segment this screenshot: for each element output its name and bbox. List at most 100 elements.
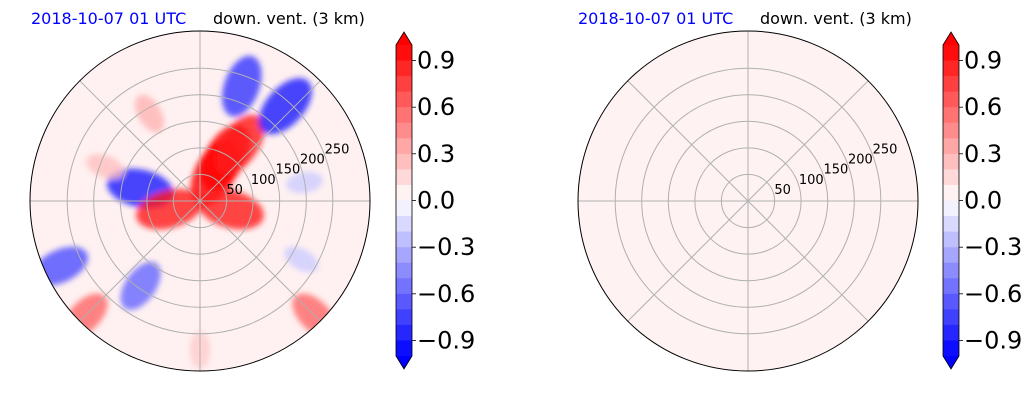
colorbar-band [396,45,412,61]
colorbar-band [943,340,959,357]
polar-outline [29,30,371,372]
title-left: 2018-10-07 01 UTC [31,9,186,28]
angular-gridline [199,200,321,322]
colorbar-tick-label: 0.9 [417,47,455,75]
colorbar-tick-label: −0.3 [964,233,1022,261]
radial-tick-labels: 50 100 150 200 250 [774,142,897,198]
field-blob [197,189,264,230]
title-left: 2018-10-07 01 UTC [578,9,733,28]
colorbar-band [943,278,959,295]
colorbar-band [396,324,412,341]
colorbar-band [943,262,959,279]
colorbar-band [943,231,959,248]
angular-gridline [747,80,869,202]
field-blob [214,114,265,175]
radial-tick-labels: 50 100 150 200 250 [226,142,349,198]
colorbar-band [396,76,412,93]
colorbar-tick-label: 0.0 [417,187,455,215]
colorbar-band [943,169,959,186]
colorbar-tick-label: 0.6 [417,93,455,121]
colorbar-band [396,138,412,155]
colorbar-outline [942,31,960,370]
colorbar-ticks: −0.9 −0.6 −0.3 0.0 0.3 0.6 0.9 [412,47,475,354]
colorbar-extend-max [396,32,412,45]
colorbar-tick-label: −0.9 [417,326,475,354]
colorbar-bands [395,31,413,370]
angular-gridline [747,200,869,322]
angular-gridline [79,200,201,322]
colorbar-band [396,91,412,108]
colorbar-band [943,107,959,124]
colorbar-band [396,184,412,201]
colorbar-band [943,309,959,326]
colorbar-left: −0.9 −0.6 −0.3 0.0 0.3 0.6 0.9 [395,31,475,370]
colorbar-band [396,60,412,77]
colorbar-band [943,60,959,77]
colorbar-band [396,247,412,264]
colorbar-band [943,122,959,139]
angular-gridline [79,80,201,202]
colorbar-band [943,200,959,217]
radial-tick-label: 250 [325,142,350,157]
colorbar-band [396,200,412,217]
colorbar-band [943,184,959,201]
colorbar-band [396,278,412,295]
colorbar-band [396,122,412,139]
colorbar-band [396,216,412,232]
angular-gridline [627,80,749,202]
colorbar-band [943,45,959,61]
radial-tick-label: 150 [276,163,301,178]
colorbar-tick-label: 0.3 [964,140,1002,168]
colorbar-band [943,76,959,93]
colorbar-band [396,231,412,248]
radial-tick-label: 100 [251,173,276,188]
field-blob [136,189,203,230]
colorbar-band [396,169,412,186]
colorbar-band [943,324,959,341]
colorbar-band [943,216,959,232]
colorbar-tick-label: 0.9 [964,47,1002,75]
colorbar-tick-label: 0.6 [964,93,1002,121]
panel-left: 2018-10-07 01 UTC down. vent. (3 km) 50 … [29,9,475,372]
polar-grid-left [30,31,370,371]
field-blob [258,78,312,135]
radial-tick-label: 150 [824,163,849,178]
radial-tick-label: 200 [300,153,325,168]
colorbar-band [943,153,959,170]
colorbar-band [943,293,959,310]
colorbar-band [943,247,959,264]
colorbar-band [396,153,412,170]
colorbar-band [943,91,959,108]
field-blob [86,154,125,179]
radial-tick-label: 100 [799,173,824,188]
polar-grid-right [578,31,918,371]
field-blob [222,55,262,117]
colorbar-outline [395,31,413,370]
colorbar-bands [942,31,960,370]
colorbar-band [396,262,412,279]
colorbar-extend-min [396,356,412,369]
polar-outline [577,30,919,372]
colorbar-band [396,107,412,124]
panel-right: 2018-10-07 01 UTC down. vent. (3 km) 50 … [577,9,1022,372]
radial-tick-label: 250 [873,142,898,157]
title-right: down. vent. (3 km) [213,9,365,28]
radial-tick-label: 50 [226,183,243,198]
colorbar-right: −0.9 −0.6 −0.3 0.0 0.3 0.6 0.9 [942,31,1022,370]
colorbar-extend-min [943,356,959,369]
colorbar-tick-label: −0.3 [417,233,475,261]
colorbar-tick-label: 0.3 [417,140,455,168]
angular-gridline [627,200,749,322]
colorbar-tick-label: −0.6 [417,280,475,308]
angular-gridline [199,80,321,202]
colorbar-band [396,340,412,357]
colorbar-band [396,309,412,326]
title-right: down. vent. (3 km) [760,9,912,28]
colorbar-tick-label: 0.0 [964,187,1002,215]
radial-tick-label: 50 [774,183,791,198]
colorbar-band [943,138,959,155]
colorbar-ticks: −0.9 −0.6 −0.3 0.0 0.3 0.6 0.9 [959,47,1022,354]
colorbar-extend-max [943,32,959,45]
field-blob [120,261,161,310]
